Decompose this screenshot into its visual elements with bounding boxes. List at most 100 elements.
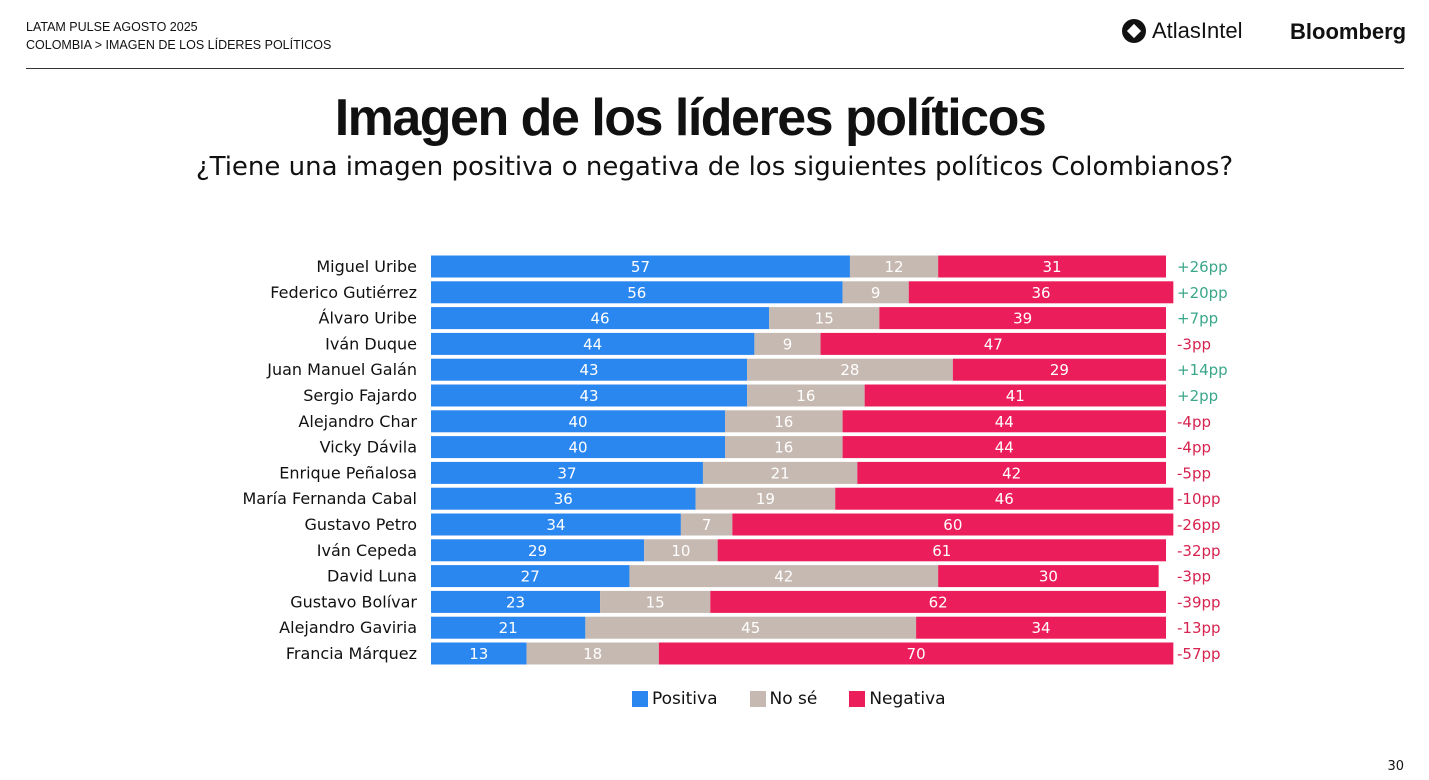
data-label: 36 xyxy=(554,490,573,508)
bar-negativa xyxy=(879,307,1166,330)
data-label: 34 xyxy=(546,516,565,534)
data-label: 10 xyxy=(671,542,690,560)
data-label: 37 xyxy=(557,464,576,482)
legend-item-no-se: No sé xyxy=(749,689,818,709)
bar-positiva xyxy=(431,436,725,459)
bar-negativa xyxy=(864,384,1166,407)
bar-no-se xyxy=(680,513,733,536)
bar-no-se xyxy=(585,616,917,639)
net-label: +7pp xyxy=(1177,310,1218,328)
data-label: 21 xyxy=(771,464,790,482)
data-label: 36 xyxy=(1032,284,1051,302)
net-label: +14pp xyxy=(1177,361,1228,379)
category-label: Juan Manuel Galán xyxy=(266,360,417,379)
data-label: 16 xyxy=(774,413,793,431)
bar-positiva xyxy=(431,332,755,355)
data-label: 61 xyxy=(932,542,951,560)
data-label: 18 xyxy=(583,645,602,663)
bar-positiva xyxy=(431,539,645,562)
bar-negativa xyxy=(835,487,1174,510)
category-label: Alejandro Gaviria xyxy=(279,618,417,637)
data-label: 45 xyxy=(741,619,760,637)
bar-no-se xyxy=(842,281,909,304)
data-label: 41 xyxy=(1006,387,1025,405)
data-label: 46 xyxy=(591,310,610,328)
bar-negativa xyxy=(938,565,1159,588)
bar-no-se xyxy=(695,487,836,510)
bar-negativa xyxy=(952,358,1166,381)
net-label: -4pp xyxy=(1177,439,1211,457)
bar-negativa xyxy=(938,255,1166,278)
legend: Positiva No sé Negativa xyxy=(632,689,946,709)
bar-no-se xyxy=(849,255,939,278)
bar-negativa xyxy=(857,461,1166,484)
bar-negativa xyxy=(842,410,1166,433)
data-label: 39 xyxy=(1013,310,1032,328)
data-label: 15 xyxy=(646,593,665,611)
legend-label: Negativa xyxy=(869,689,946,709)
data-label: 42 xyxy=(774,568,793,586)
bar-positiva xyxy=(431,565,630,588)
bar-positiva xyxy=(431,513,681,536)
bar-positiva xyxy=(431,255,850,278)
bar-positiva xyxy=(431,281,843,304)
net-label: -4pp xyxy=(1177,413,1211,431)
category-label: María Fernanda Cabal xyxy=(242,489,417,508)
category-label: Francia Márquez xyxy=(286,644,417,663)
bar-negativa xyxy=(908,281,1174,304)
net-label: -5pp xyxy=(1177,464,1211,482)
legend-swatch xyxy=(849,691,866,707)
net-label: -26pp xyxy=(1177,516,1221,534)
bar-no-se xyxy=(747,384,865,407)
bar-positiva xyxy=(431,642,527,665)
page-number: 30 xyxy=(1387,759,1404,774)
bar-negativa xyxy=(916,616,1166,639)
bar-no-se xyxy=(747,358,953,381)
bar-positiva xyxy=(431,358,748,381)
bar-negativa xyxy=(820,332,1166,355)
data-label: 9 xyxy=(783,335,793,353)
atlasintel-logo-icon xyxy=(1122,19,1146,43)
data-label: 60 xyxy=(943,516,962,534)
data-label: 15 xyxy=(815,310,834,328)
bar-no-se xyxy=(769,307,880,330)
net-label: -13pp xyxy=(1177,619,1221,637)
legend-swatch xyxy=(632,691,648,707)
data-label: 46 xyxy=(995,490,1014,508)
data-label: 62 xyxy=(929,593,948,611)
bar-negativa xyxy=(842,436,1166,459)
data-label: 29 xyxy=(528,542,547,560)
data-label: 47 xyxy=(984,335,1003,353)
bar-no-se xyxy=(629,565,939,588)
data-label: 30 xyxy=(1039,568,1058,586)
category-label: Gustavo Bolívar xyxy=(290,592,417,611)
legend-item-positiva: Positiva xyxy=(632,689,718,709)
data-label: 19 xyxy=(756,490,775,508)
bar-no-se xyxy=(526,642,659,665)
category-label: Enrique Peñalosa xyxy=(279,463,417,482)
data-label: 70 xyxy=(907,645,926,663)
category-label: Iván Duque xyxy=(325,334,417,353)
data-label: 9 xyxy=(871,284,881,302)
net-label: +2pp xyxy=(1177,387,1218,405)
bar-no-se xyxy=(644,539,718,562)
legend-label: Positiva xyxy=(652,689,718,709)
category-label: Vicky Dávila xyxy=(320,438,417,457)
legend-label: No sé xyxy=(769,689,818,709)
bar-positiva xyxy=(431,616,586,639)
bar-positiva xyxy=(431,590,601,613)
net-label: -39pp xyxy=(1177,593,1221,611)
bar-positiva xyxy=(431,487,696,510)
bar-no-se xyxy=(702,461,858,484)
data-label: 28 xyxy=(840,361,859,379)
net-label: +20pp xyxy=(1177,284,1228,302)
data-label: 44 xyxy=(583,335,602,353)
data-label: 27 xyxy=(521,568,540,586)
data-label: 43 xyxy=(579,387,598,405)
bar-positiva xyxy=(431,410,725,433)
net-label: -10pp xyxy=(1177,490,1221,508)
bar-negativa xyxy=(717,539,1166,562)
data-label: 40 xyxy=(568,439,587,457)
net-label: -32pp xyxy=(1177,542,1221,560)
bar-no-se xyxy=(600,590,711,613)
